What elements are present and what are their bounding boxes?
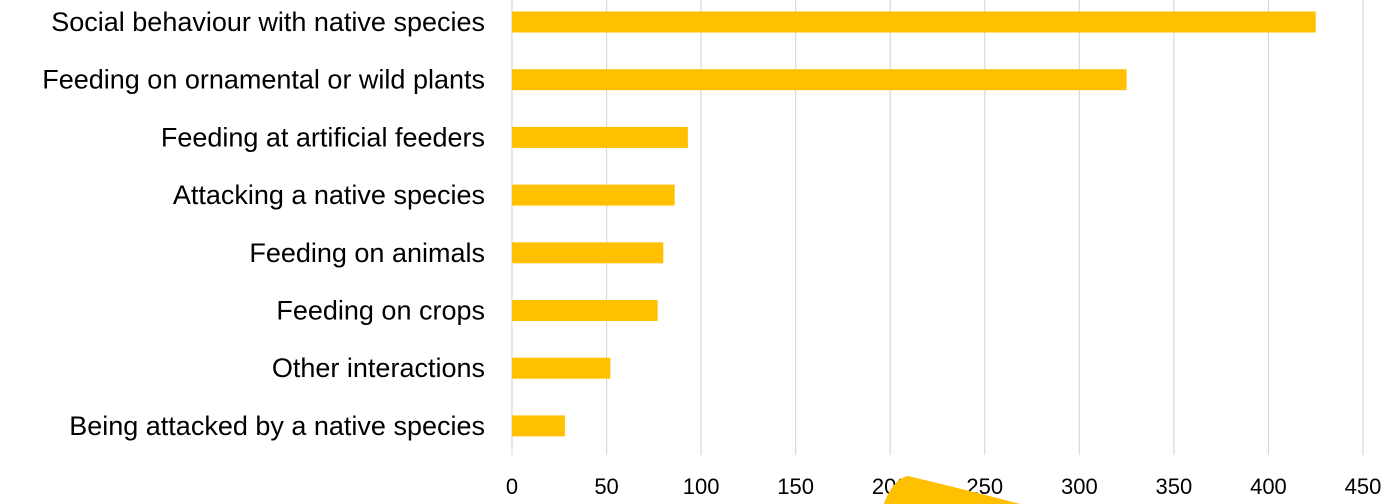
x-tick-label: 450	[1345, 474, 1382, 499]
x-tick-label: 100	[683, 474, 720, 499]
category-label: Other interactions	[272, 353, 485, 383]
bar	[512, 11, 1316, 33]
x-tick-label: 0	[506, 474, 518, 499]
gridlines	[511, 0, 1364, 455]
category-label: Feeding on crops	[276, 296, 485, 326]
category-label: Feeding at artificial feeders	[161, 122, 485, 152]
bar	[512, 126, 688, 148]
category-labels: Social behaviour with native species Feed…	[42, 7, 485, 441]
bar	[512, 415, 565, 437]
category-label: Social behaviour with native species	[51, 7, 485, 37]
x-tick-label: 300	[1061, 474, 1098, 499]
bar	[512, 300, 658, 321]
category-label: Attacking a native species	[173, 180, 485, 210]
bars	[512, 11, 1316, 437]
category-label: Being attacked by a native species	[69, 411, 485, 441]
bar	[512, 184, 675, 206]
x-tick-label: 400	[1250, 474, 1287, 499]
decorative-swoosh	[884, 476, 1020, 504]
x-tick-label: 50	[594, 474, 618, 499]
bar	[512, 69, 1127, 91]
category-label: Feeding on animals	[249, 238, 485, 268]
x-tick-label: 350	[1156, 474, 1193, 499]
x-tick-label: 150	[777, 474, 814, 499]
bar	[512, 242, 664, 264]
category-label: Feeding on ornamental or wild plants	[42, 65, 485, 95]
bar	[512, 357, 611, 379]
